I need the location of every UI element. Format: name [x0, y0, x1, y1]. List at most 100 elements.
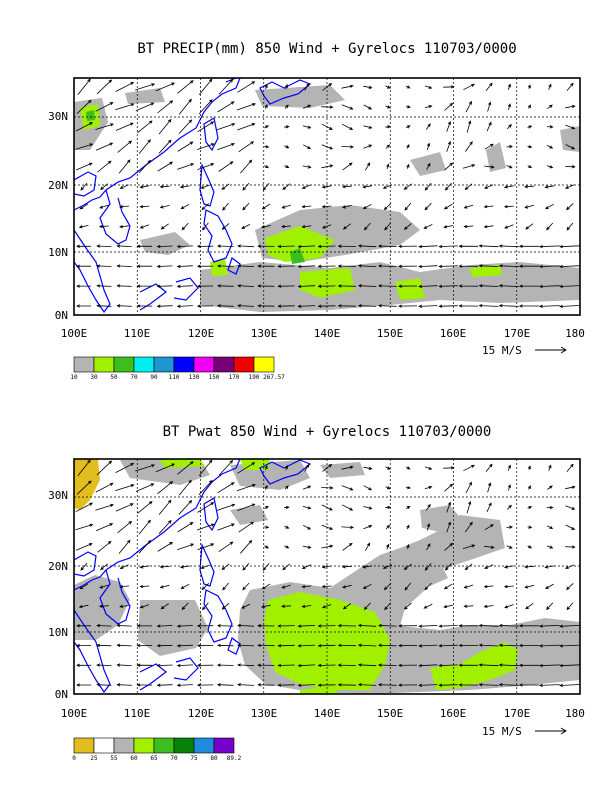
wind-vector [398, 284, 418, 288]
wind-vector [139, 604, 150, 609]
wind-vector [262, 562, 270, 571]
x-tick-label: 100E [61, 327, 88, 340]
precip-max-area [290, 248, 305, 264]
wind-vector [181, 602, 189, 611]
wind-vector [565, 524, 576, 530]
wind-vector [178, 479, 192, 496]
wind-vector [538, 244, 560, 249]
graticule [74, 78, 580, 315]
x-tick-label: 120E [188, 707, 215, 720]
colorbar-swatch [213, 356, 235, 373]
wind-vector [317, 624, 336, 628]
wind-vector [564, 564, 575, 569]
wind-vector [321, 524, 334, 530]
y-tick-label: 20N [48, 179, 68, 192]
wind-vector [237, 284, 255, 288]
wind-vector [398, 264, 418, 268]
wind-vector [236, 103, 256, 111]
wind-vector [297, 284, 316, 289]
wind-vector [405, 125, 411, 129]
x-tick-label: 140E [314, 707, 341, 720]
map-frame [73, 77, 581, 316]
wind-vector [341, 84, 354, 89]
wind-vector [297, 663, 316, 668]
wind-vector [137, 120, 153, 134]
colorbar-swatch [153, 737, 175, 754]
wind-vector [443, 604, 453, 609]
wind-vector [238, 141, 255, 153]
wind-vector [157, 100, 174, 114]
x-tick-label: 180 [565, 327, 585, 340]
wind-vector [538, 663, 560, 668]
wind-vector [176, 683, 193, 687]
wind-vector [483, 584, 494, 589]
wind-vector [363, 85, 373, 89]
pwat-high-area [300, 686, 340, 694]
wind-vector [406, 466, 411, 470]
wind-vector [76, 663, 91, 667]
wind-vector [216, 284, 234, 288]
wind-vector [462, 164, 476, 169]
wind-vector [538, 624, 560, 628]
wind-vector [158, 499, 172, 515]
wind-vector [257, 643, 275, 648]
wind-vector [538, 683, 560, 687]
wind-vector [377, 623, 397, 628]
wind-vector [218, 459, 234, 476]
wind-vector [503, 185, 514, 189]
pwat-shading [74, 459, 580, 694]
wind-vector [342, 584, 352, 589]
wind-vector [284, 505, 290, 510]
wind-vector [423, 224, 433, 229]
wind-vector [138, 139, 151, 154]
wind-vector [198, 78, 213, 96]
wind-vector [426, 523, 431, 531]
wind-vector [484, 545, 495, 549]
wind-vector [466, 120, 472, 133]
wind-vector [321, 123, 333, 130]
colorbar-label: 10 [70, 374, 78, 381]
wind-vector [478, 264, 499, 268]
wind-vector [242, 182, 250, 191]
wind-vector [545, 583, 554, 590]
colorbar-swatch [173, 356, 195, 373]
wind-vector [565, 104, 576, 109]
wind-vector [198, 99, 213, 115]
wind-vector [197, 502, 215, 513]
x-tick-label: 160E [440, 327, 467, 340]
wind-vector [99, 584, 109, 589]
wind-vector [284, 485, 289, 490]
wind-vector [341, 485, 354, 491]
wind-vector [444, 563, 452, 571]
wind-vector [176, 663, 193, 668]
wind-vector [136, 624, 153, 628]
wind-vector [458, 244, 479, 248]
precip-panel: BT PRECIP(mm) 850 Wind + Gyrelocs 110703… [48, 41, 585, 381]
wind-vector [196, 663, 214, 667]
wind-vector [260, 604, 271, 609]
wind-vector [119, 224, 130, 229]
wind-vector [304, 82, 310, 91]
wind-vector [405, 486, 412, 490]
x-tick-label: 180 [565, 707, 585, 720]
graticule [74, 459, 580, 694]
wind-vector [197, 163, 215, 170]
wind-vector [527, 145, 533, 149]
wind-vector [257, 663, 275, 667]
wind-vector [297, 644, 316, 648]
wind-vector [302, 545, 312, 549]
wind-vector [317, 683, 336, 687]
wind-vector [498, 683, 519, 687]
wind-vector [342, 205, 352, 209]
wind-vector [484, 184, 494, 189]
wind-vector [403, 563, 412, 570]
wind-vector [176, 284, 193, 288]
wind-vector [76, 624, 91, 628]
reference-vector-label: 15 M/S [482, 344, 522, 357]
wind-vector [281, 604, 292, 608]
wind-vector [384, 222, 392, 231]
wind-vector [438, 284, 458, 288]
colorbar-label: 130 [189, 374, 200, 381]
wind-vector [302, 506, 312, 510]
wind-vector [264, 545, 270, 549]
